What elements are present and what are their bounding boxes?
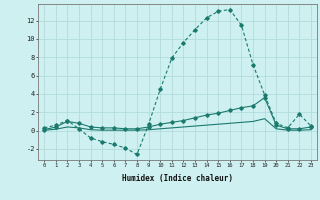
X-axis label: Humidex (Indice chaleur): Humidex (Indice chaleur)	[122, 174, 233, 183]
